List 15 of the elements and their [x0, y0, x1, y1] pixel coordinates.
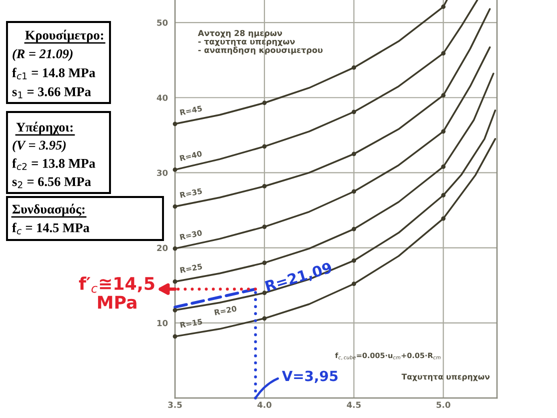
text: Κρουσίμετρο: (R = 21.09) f$_{c1}$ = 14.8 MPa s$_{1}$ = 3.66 MPa [12, 30, 104, 98]
x-tick-label: 4.5 [346, 402, 361, 408]
series-label: V=3,95 [282, 370, 338, 383]
y-tick-label: 40 [156, 94, 168, 101]
text: Υπέρηχοι: (V = 3.95) f$_{c2}$ = 13.8 MPa s$_{2}$ = 6.56 MPa [12, 122, 96, 188]
legend-label: f′$_{c}$≅14,5 MPa [78, 276, 154, 309]
x-tick-label: 3.5 [168, 402, 182, 408]
y-tick-label: 30 [157, 170, 168, 176]
annotation: Αντοχη 28 ημερων - ταχυτητα υπερηχων - αναπηδηση κρουσιμετρου [198, 30, 323, 55]
y-tick-label: 50 [157, 20, 168, 26]
y-tick-label: 20 [157, 244, 168, 252]
x-tick-label: 5.0 [436, 402, 450, 408]
text: Συνδυασμός: f$_{c}$ = 14.5 MPa [12, 204, 90, 234]
x-tick-label: 4.0 [257, 402, 272, 408]
y-tick-label: 10 [157, 320, 168, 326]
